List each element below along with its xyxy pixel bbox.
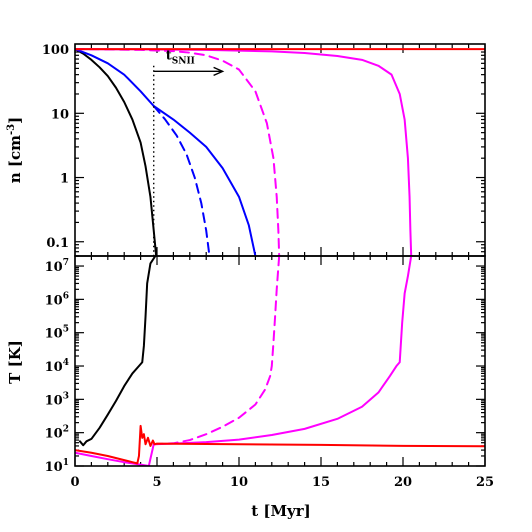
series-line-4 xyxy=(75,48,413,256)
density-ticks xyxy=(74,44,486,257)
y-tick-label: 106 xyxy=(45,291,69,308)
series-line-2 xyxy=(152,104,211,256)
density-series xyxy=(75,48,485,256)
supernova-time-label: tSNII xyxy=(166,48,195,66)
temperature-series xyxy=(75,256,485,466)
density-y-tick-labels: 100 10 1 0.1 xyxy=(42,43,69,251)
y-tick-label: 0.1 xyxy=(46,236,69,251)
y-tick-label: 1 xyxy=(60,172,69,187)
density-panel: 100 10 1 0.1 tSNII n [cm-3] xyxy=(6,43,486,257)
temperature-frame xyxy=(74,255,486,467)
time-x-tick-labels: 0 5 10 15 20 25 xyxy=(70,475,494,490)
y-tick-label: 103 xyxy=(45,391,69,408)
density-axis-label: n [cm-3] xyxy=(6,117,24,183)
x-tick-label: 25 xyxy=(476,475,494,490)
series-line-1 xyxy=(75,48,257,256)
series-line-0 xyxy=(75,48,158,256)
y-tick-label: 107 xyxy=(45,258,69,275)
series-line-3 xyxy=(75,48,281,256)
x-tick-label: 20 xyxy=(394,475,412,490)
y-tick-label: 100 xyxy=(42,43,69,58)
x-tick-label: 5 xyxy=(152,475,161,490)
series-line-3 xyxy=(75,424,485,465)
time-axis-label: t [Myr] xyxy=(251,502,311,520)
series-line-1 xyxy=(152,256,281,446)
y-tick-label: 102 xyxy=(45,425,69,442)
x-tick-label: 0 xyxy=(70,475,79,490)
x-tick-label: 10 xyxy=(230,475,248,490)
y-tick-label: 105 xyxy=(45,325,69,342)
series-line-0 xyxy=(78,256,157,447)
density-frame xyxy=(74,43,486,257)
x-tick-label: 15 xyxy=(312,475,330,490)
temperature-y-tick-labels: 101 102 103 104 105 106 107 xyxy=(45,258,69,475)
y-tick-label: 104 xyxy=(45,358,69,375)
y-tick-label: 10 xyxy=(51,107,69,122)
temperature-axis-label: T [K] xyxy=(6,340,24,384)
y-tick-label: 101 xyxy=(45,458,69,475)
supernova-arrowhead xyxy=(213,66,225,76)
temperature-ticks xyxy=(74,255,486,467)
temperature-panel: 101 102 103 104 105 106 107 0 5 10 15 20 25 T [K] t… xyxy=(6,255,494,520)
series-line-2 xyxy=(75,256,413,466)
